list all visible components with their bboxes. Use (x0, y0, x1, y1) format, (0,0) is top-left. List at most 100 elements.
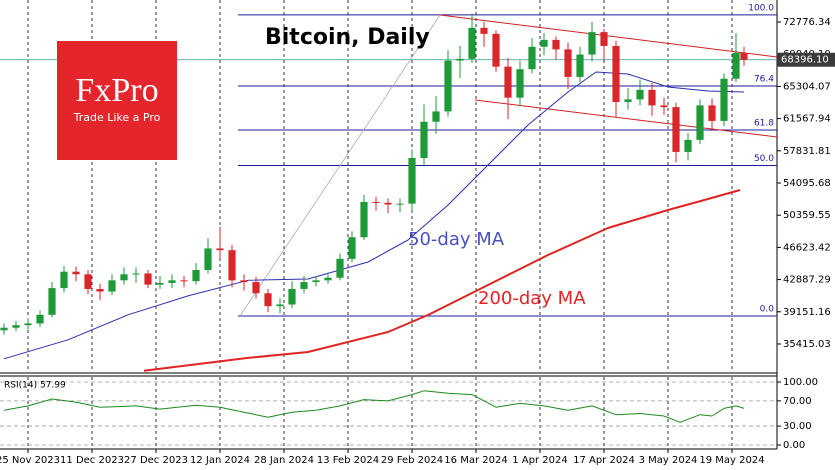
candle-body (588, 32, 596, 55)
candle-body (660, 105, 668, 108)
candle-body (408, 157, 416, 204)
x-tick-label: 13 Feb 2024 (317, 455, 379, 466)
y-tick-label: 100.00 (783, 377, 818, 388)
candle-body (24, 323, 32, 326)
x-tick-label: 28 Jan 2024 (254, 455, 314, 466)
candle-body (36, 314, 44, 324)
candle-body (120, 274, 128, 281)
y-tick-label: 57831.81 (783, 146, 831, 157)
logo-box (57, 41, 177, 160)
ma-annotation: 50-day MA (408, 229, 505, 250)
candle-body (444, 60, 452, 112)
y-tick-label: 72776.34 (783, 17, 831, 28)
candle-body (684, 139, 692, 152)
x-tick-label: 27 Dec 2023 (124, 455, 188, 466)
fib-label: 50.0 (754, 154, 774, 164)
fib-label: 0.0 (760, 305, 775, 315)
candle-body (420, 121, 428, 158)
candle-body (564, 49, 572, 77)
y-tick-label: 46623.42 (783, 242, 831, 253)
x-tick-label: 12 Jan 2024 (190, 455, 250, 466)
candle-body (228, 250, 236, 281)
y-tick-label: 65304.07 (783, 81, 831, 92)
candle-body (336, 258, 344, 278)
x-tick-label: 19 May 2024 (699, 455, 764, 466)
y-tick-label: 0.00 (783, 440, 805, 451)
candle-body (216, 248, 224, 251)
line (143, 189, 741, 372)
candle-body (600, 32, 608, 46)
candle-body (240, 280, 248, 283)
candle-body (264, 293, 272, 307)
candle-body (552, 39, 560, 50)
candle-body (84, 274, 92, 289)
candle-body (540, 39, 548, 47)
candle-body (432, 111, 440, 122)
candle-body (108, 280, 116, 292)
line (3, 71, 745, 360)
channel-line (439, 14, 778, 58)
candle-body (144, 273, 152, 285)
candle-body (300, 282, 308, 289)
candle-body (396, 203, 404, 205)
candle-body (740, 52, 748, 60)
x-tick-label: 1 Apr 2024 (512, 455, 567, 466)
candle-body (360, 201, 368, 238)
logo-name: FxPro (75, 72, 158, 109)
x-tick-label: 16 Mar 2024 (444, 455, 507, 466)
candle-body (180, 280, 188, 282)
candle-body (252, 282, 260, 294)
candle-body (60, 271, 68, 289)
candle-body (624, 99, 632, 102)
x-tick-label: 17 Apr 2024 (573, 455, 635, 466)
candle-body (480, 27, 488, 34)
line (3, 390, 745, 423)
plot (0, 14, 748, 423)
rsi-title: RSI(14) 57.99 (4, 381, 66, 391)
candle-body (672, 107, 680, 152)
y-tick-label: 70.00 (783, 396, 812, 407)
candle-body (12, 325, 20, 328)
candle-body (48, 288, 56, 315)
candle-body (456, 58, 464, 61)
candle-body (192, 269, 200, 282)
candle-body (384, 202, 392, 205)
fib-label: 76.4 (754, 75, 774, 85)
candle-body (468, 27, 476, 59)
x-tick-label: 29 Feb 2024 (381, 455, 443, 466)
channel-line (474, 99, 778, 138)
candle-body (576, 54, 584, 77)
candle-body (708, 105, 716, 121)
candle-body (492, 33, 500, 67)
candle-body (288, 288, 296, 305)
y-tick-label: 50359.55 (783, 210, 831, 221)
candle-body (324, 277, 332, 281)
x-tick-label: 11 Dec 2023 (60, 455, 124, 466)
trend-line (239, 14, 441, 317)
candle-body (648, 89, 656, 106)
candle-body (372, 201, 380, 203)
price-box (777, 52, 835, 67)
y-tick-label: 54095.68 (783, 178, 831, 189)
y-tick-label: 42887.29 (783, 275, 831, 286)
y-tick-label: 39151.16 (783, 307, 831, 318)
candle-body (156, 282, 164, 285)
candle-body (132, 273, 140, 275)
x-tick-label: 25 Nov 2023 (0, 455, 60, 466)
candle-body (204, 248, 212, 270)
candle-body (612, 45, 620, 102)
candle-body (720, 78, 728, 121)
candle-body (348, 237, 356, 259)
logo-tagline: Trade Like a Pro (73, 111, 161, 124)
y-tick-label: 61567.94 (783, 114, 831, 125)
candle-body (732, 52, 740, 79)
candle-body (96, 288, 104, 292)
candle-body (516, 69, 524, 98)
candle-body (636, 89, 644, 100)
chart-title: Bitcoin, Daily (265, 25, 430, 50)
y-tick-label: 35415.03 (783, 339, 831, 350)
x-tick-label: 3 May 2024 (639, 455, 698, 466)
candle-body (72, 271, 80, 275)
candle-body (276, 304, 284, 307)
